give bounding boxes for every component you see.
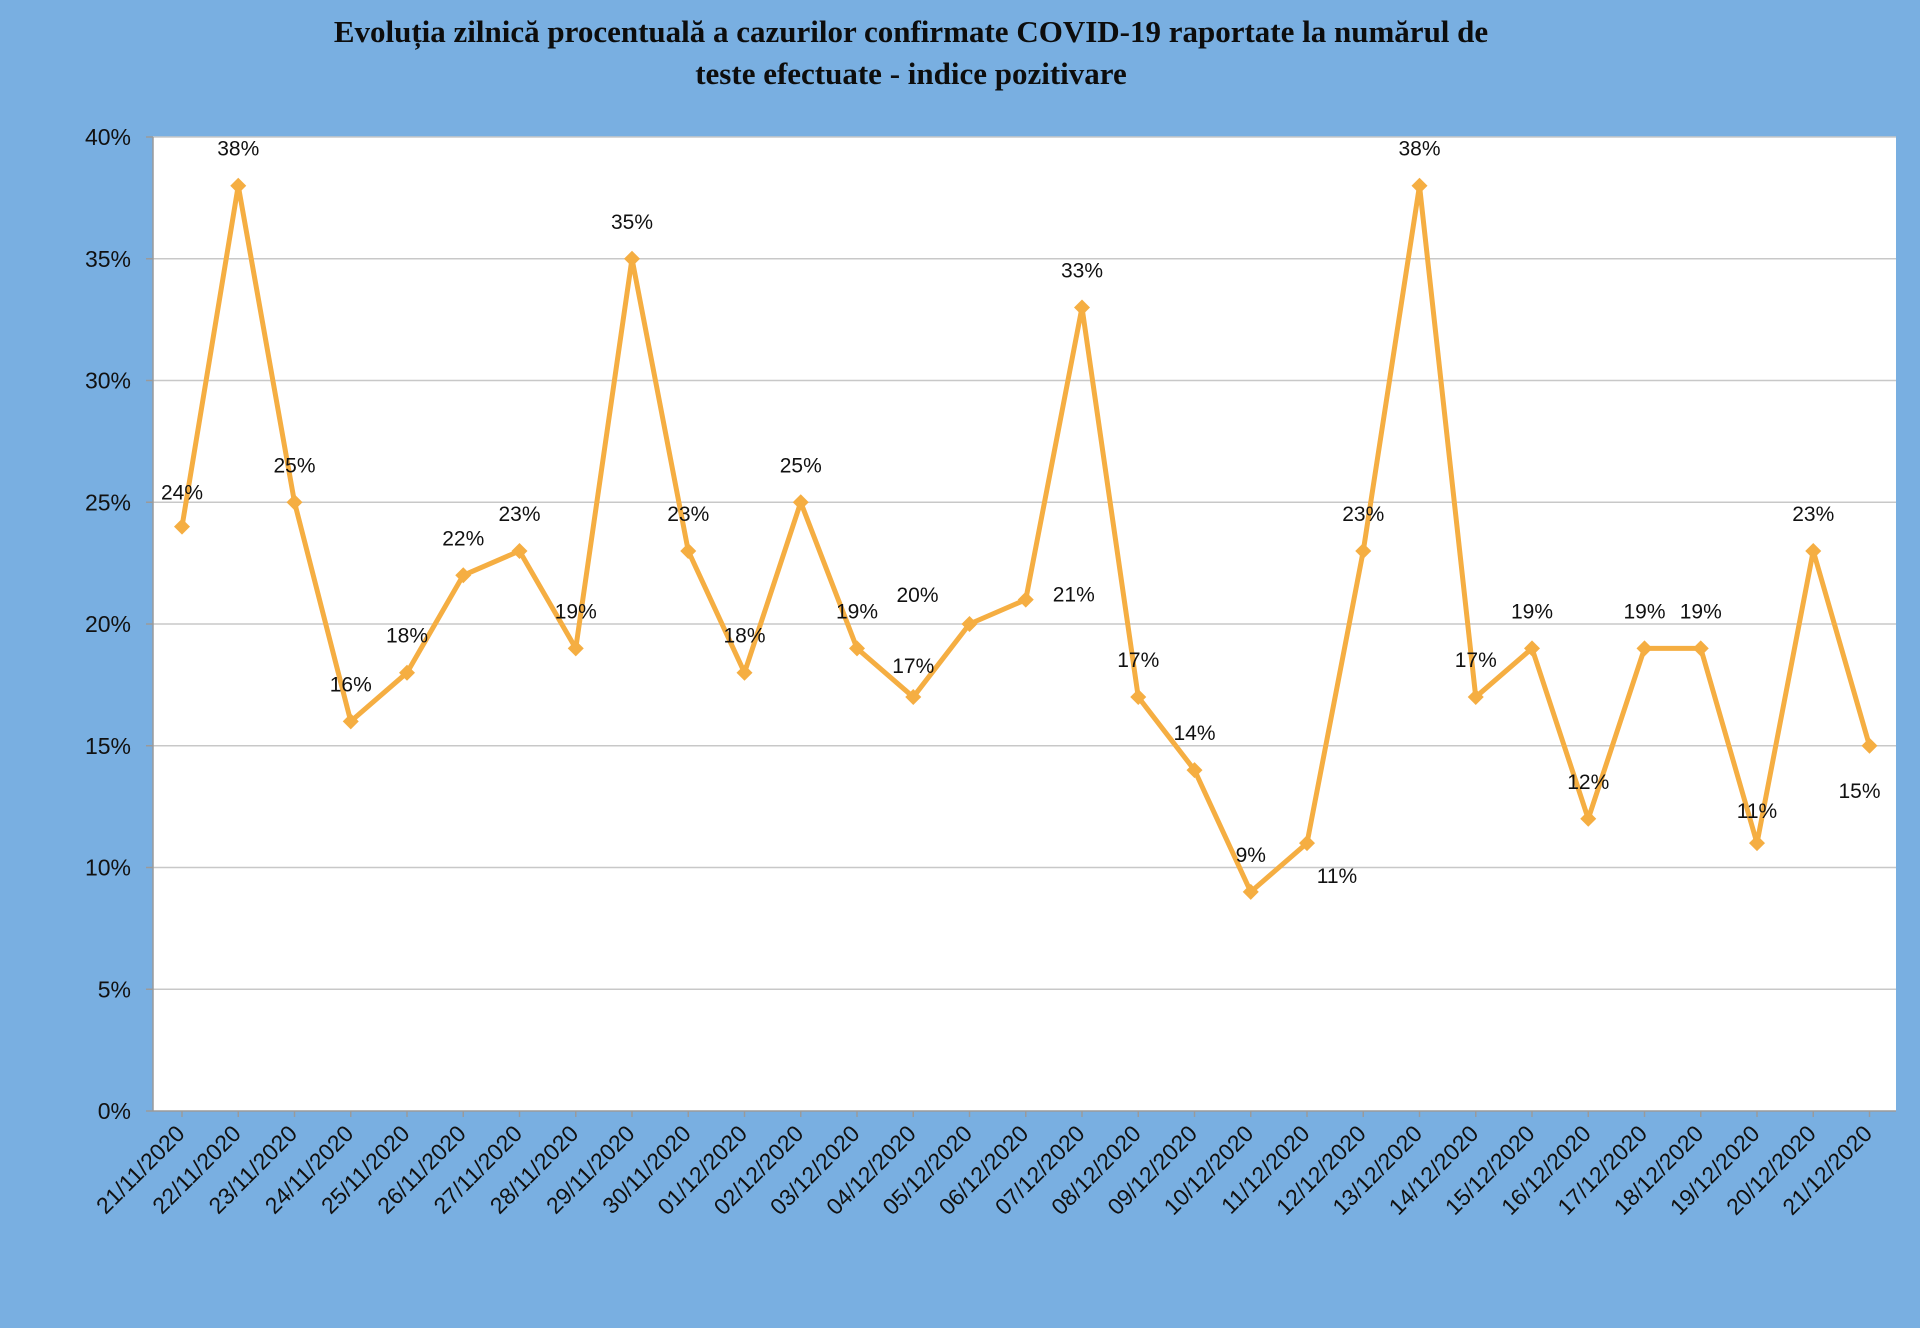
y-axis-ticks: 0% 5% 10% 15% 20% 25% 30% 35% 40% xyxy=(85,124,153,1124)
data-point-marker xyxy=(1186,762,1203,779)
data-label: 21% xyxy=(1053,584,1095,607)
data-point-marker xyxy=(1636,640,1653,657)
data-point-marker xyxy=(736,664,753,681)
data-point-marker xyxy=(511,542,528,559)
data-label: 16% xyxy=(330,673,372,696)
data-point-marker xyxy=(1017,591,1034,608)
data-label: 20% xyxy=(896,584,938,607)
data-label: 9% xyxy=(1236,844,1266,867)
data-point-marker xyxy=(342,713,359,730)
data-label: 23% xyxy=(1792,503,1834,526)
data-point-marker xyxy=(624,250,640,267)
data-point-marker xyxy=(1242,883,1259,900)
data-label: 33% xyxy=(1061,259,1103,282)
data-label: 35% xyxy=(611,211,653,234)
data-point-marker xyxy=(399,664,415,681)
y-tick-label: 30% xyxy=(85,368,131,394)
data-label: 12% xyxy=(1567,771,1609,794)
data-point-marker xyxy=(1299,835,1315,852)
data-point-marker xyxy=(1130,689,1147,706)
data-point-marker xyxy=(1692,640,1709,657)
data-point-marker xyxy=(1411,177,1428,194)
data-point-marker xyxy=(849,640,865,657)
data-label: 18% xyxy=(386,625,428,648)
data-point-marker xyxy=(680,542,697,559)
data-label: 14% xyxy=(1173,722,1215,745)
data-point-marker xyxy=(961,616,978,632)
chart-title-line-1: Evoluția zilnică procentuală a cazurilor… xyxy=(334,14,1488,50)
data-label: 17% xyxy=(1117,649,1159,672)
y-tick-label: 20% xyxy=(85,611,131,637)
data-point-marker xyxy=(905,689,922,706)
data-label: 19% xyxy=(836,600,878,623)
data-point-marker xyxy=(1861,737,1878,754)
data-point-marker xyxy=(1467,689,1484,706)
data-label: 17% xyxy=(892,655,934,678)
data-label: 25% xyxy=(780,454,822,477)
y-tick-label: 40% xyxy=(85,124,131,150)
data-label: 15% xyxy=(1838,780,1880,803)
data-label: 19% xyxy=(1511,600,1553,623)
data-point-marker xyxy=(1355,542,1372,559)
y-tick-label: 5% xyxy=(98,976,131,1002)
data-label: 38% xyxy=(1398,138,1440,161)
data-point-marker xyxy=(1805,542,1822,559)
data-point-marker xyxy=(792,494,809,511)
data-label: 23% xyxy=(1342,503,1384,526)
gridlines xyxy=(153,136,1896,990)
y-tick-label: 35% xyxy=(85,246,131,272)
y-tick-label: 10% xyxy=(85,855,131,881)
data-label: 24% xyxy=(161,482,203,505)
data-point-marker xyxy=(1524,640,1540,657)
data-label: 17% xyxy=(1455,649,1497,672)
data-point-marker xyxy=(455,567,472,584)
data-point-marker xyxy=(1749,835,1765,852)
data-label: 11% xyxy=(1317,865,1357,888)
data-point-marker xyxy=(567,640,584,657)
data-labels: 24% 38% 25% 16% 18% 22% 23% 19% 35% 23% 18% 25% 19% 1… xyxy=(161,138,1881,888)
data-label: 11% xyxy=(1737,800,1777,823)
y-tick-label: 0% xyxy=(98,1098,131,1124)
data-point-marker xyxy=(174,518,190,535)
data-point-marker xyxy=(230,177,247,194)
data-label: 18% xyxy=(723,625,765,648)
data-label: 19% xyxy=(1623,600,1665,623)
data-point-marker xyxy=(1580,810,1597,827)
data-label: 25% xyxy=(273,454,315,477)
data-label: 23% xyxy=(498,503,540,526)
chart-title: Evoluția zilnică procentuală a cazurilor… xyxy=(334,14,1488,91)
data-point-marker xyxy=(1074,299,1090,316)
data-label: 19% xyxy=(555,600,597,623)
chart-title-line-2: teste efectuate - indice pozitivare xyxy=(695,56,1127,91)
data-markers xyxy=(174,177,1878,900)
y-tick-label: 25% xyxy=(85,489,131,515)
data-point-marker xyxy=(286,494,303,511)
data-label: 19% xyxy=(1680,600,1722,623)
data-label: 38% xyxy=(217,138,259,161)
y-tick-label: 15% xyxy=(85,733,131,759)
data-label: 22% xyxy=(442,527,484,550)
x-axis-ticks: 21/11/202022/11/202023/11/202024/11/2020… xyxy=(91,1111,1877,1220)
data-label: 23% xyxy=(667,503,709,526)
